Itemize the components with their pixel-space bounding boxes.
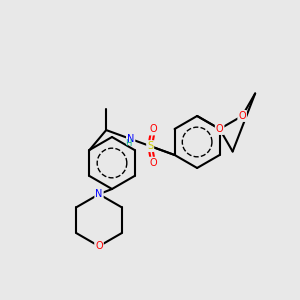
Text: O: O [95, 241, 103, 251]
Text: O: O [149, 158, 157, 168]
Text: O: O [149, 124, 157, 134]
Text: N: N [95, 189, 103, 199]
Text: H: H [125, 140, 132, 148]
Text: O: O [216, 124, 224, 134]
Text: N: N [127, 134, 134, 144]
Text: S: S [147, 141, 153, 151]
Text: O: O [238, 111, 246, 121]
